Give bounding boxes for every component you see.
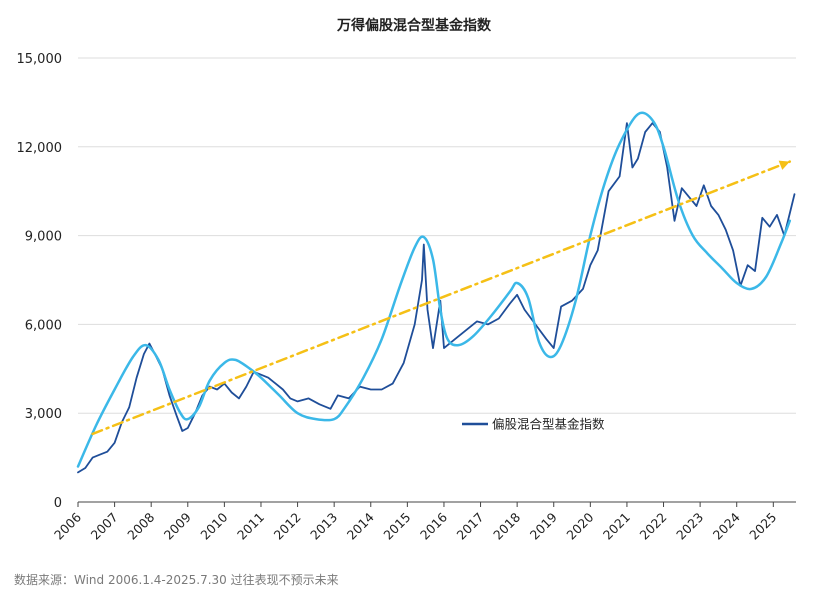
- x-tick-label: 2006: [51, 509, 84, 542]
- y-tick-label: 0: [54, 496, 62, 511]
- source-note: 数据来源：Wind 2006.1.4-2025.7.30 过往表现不预示未来: [14, 573, 339, 587]
- x-tick-label: 2009: [161, 509, 194, 542]
- x-tick-label: 2022: [637, 510, 670, 543]
- x-tick-label: 2018: [490, 509, 523, 542]
- series-lines: [76, 111, 796, 474]
- x-tick-label: 2015: [380, 510, 413, 543]
- x-tick-label: 2021: [600, 510, 633, 543]
- x-axis-ticks: 2006 2007 2008 2009 2010 2011 2012 2013 2014 2015…: [51, 502, 779, 543]
- x-tick-label: 2020: [563, 509, 596, 542]
- y-tick-label: 9,000: [25, 230, 62, 245]
- x-tick-label: 2011: [234, 510, 267, 543]
- x-tick-label: 2017: [454, 510, 487, 543]
- legend-label: 偏股混合型基金指数: [492, 417, 605, 432]
- x-tick-label: 2013: [307, 510, 340, 543]
- trend-arrow-head: [778, 160, 790, 170]
- y-tick-label: 15,000: [17, 52, 63, 67]
- y-tick-label: 3,000: [25, 407, 62, 422]
- x-tick-label: 2007: [88, 510, 121, 543]
- legend: 偏股混合型基金指数: [462, 417, 605, 432]
- x-tick-label: 2023: [673, 510, 706, 543]
- x-tick-label: 2010: [197, 509, 230, 542]
- index-line: [77, 122, 796, 474]
- x-tick-label: 2008: [124, 509, 157, 542]
- x-tick-label: 2025: [746, 510, 779, 543]
- y-axis-ticks: 0 3,000 6,000 9,000 12,000 15,000: [17, 52, 63, 511]
- chart-title: 万得偏股混合型基金指数: [336, 17, 492, 34]
- x-tick-label: 2014: [344, 509, 377, 542]
- y-tick-label: 12,000: [17, 141, 63, 156]
- y-tick-label: 6,000: [25, 318, 62, 333]
- x-tick-label: 2016: [417, 509, 450, 542]
- cycle-curve: [76, 111, 792, 468]
- x-tick-label: 2024: [710, 509, 743, 542]
- x-tick-label: 2012: [271, 510, 304, 543]
- x-tick-label: 2019: [527, 509, 560, 542]
- trend-line: [91, 160, 792, 436]
